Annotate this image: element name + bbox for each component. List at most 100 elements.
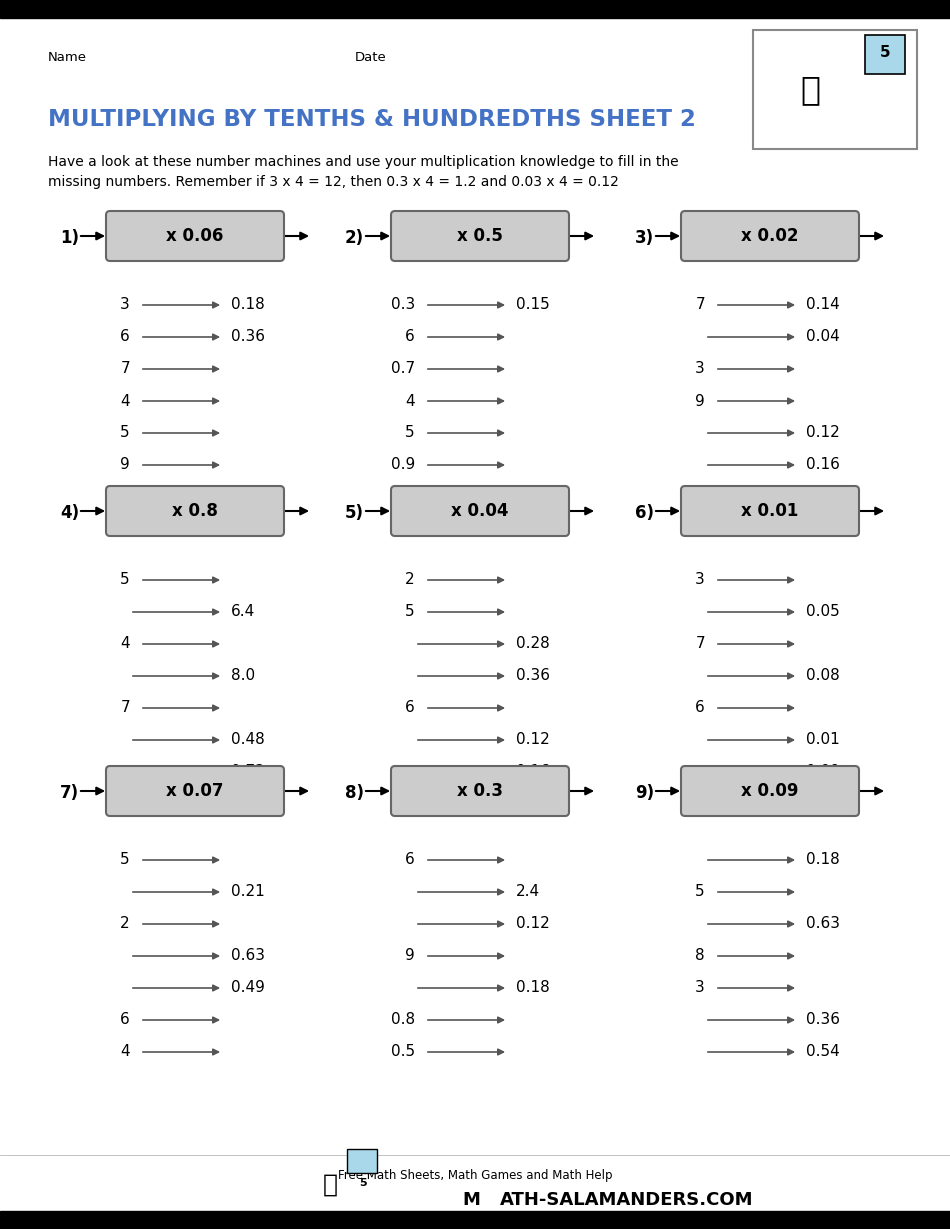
Text: 0.36: 0.36 bbox=[516, 669, 550, 683]
Text: 3: 3 bbox=[121, 297, 130, 312]
Text: 0.36: 0.36 bbox=[806, 1013, 840, 1027]
Text: 5: 5 bbox=[121, 573, 130, 587]
Text: 0.5: 0.5 bbox=[390, 1045, 415, 1059]
Text: 0.63: 0.63 bbox=[231, 949, 265, 964]
Text: 🦒: 🦒 bbox=[800, 73, 820, 106]
Text: 6): 6) bbox=[635, 504, 654, 522]
Bar bbox=[0, 1211, 950, 1229]
Text: 0.15: 0.15 bbox=[516, 297, 550, 312]
Text: 6: 6 bbox=[406, 701, 415, 715]
Text: 0.01: 0.01 bbox=[806, 732, 840, 747]
Text: 0.12: 0.12 bbox=[516, 732, 550, 747]
FancyBboxPatch shape bbox=[391, 211, 569, 261]
Text: 4: 4 bbox=[406, 393, 415, 408]
Text: 0.16: 0.16 bbox=[806, 457, 840, 472]
Text: 5: 5 bbox=[880, 45, 890, 60]
Text: 0.14: 0.14 bbox=[806, 297, 840, 312]
Text: Free Math Sheets, Math Games and Math Help: Free Math Sheets, Math Games and Math He… bbox=[338, 1169, 612, 1181]
Text: 7: 7 bbox=[121, 361, 130, 376]
Text: 2: 2 bbox=[121, 489, 130, 504]
Bar bbox=[0, 0, 950, 18]
Text: 0.3: 0.3 bbox=[390, 297, 415, 312]
Text: 7: 7 bbox=[695, 297, 705, 312]
Text: 9): 9) bbox=[635, 784, 655, 803]
Text: 9: 9 bbox=[695, 393, 705, 408]
Text: 0.21: 0.21 bbox=[231, 885, 265, 900]
Text: 4: 4 bbox=[695, 489, 705, 504]
Text: 2: 2 bbox=[406, 489, 415, 504]
Text: 5: 5 bbox=[406, 605, 415, 619]
Text: x 0.06: x 0.06 bbox=[166, 227, 223, 245]
FancyBboxPatch shape bbox=[681, 211, 859, 261]
Text: 4): 4) bbox=[60, 504, 79, 522]
Text: 0.36: 0.36 bbox=[231, 329, 265, 344]
Text: 0.18: 0.18 bbox=[516, 981, 550, 995]
Text: 4: 4 bbox=[121, 1045, 130, 1059]
FancyBboxPatch shape bbox=[753, 29, 917, 149]
Text: 0.9: 0.9 bbox=[390, 457, 415, 472]
FancyBboxPatch shape bbox=[681, 766, 859, 816]
Text: x 0.8: x 0.8 bbox=[172, 501, 218, 520]
FancyBboxPatch shape bbox=[681, 485, 859, 536]
Text: 0.54: 0.54 bbox=[806, 1045, 840, 1059]
Text: 2): 2) bbox=[345, 229, 364, 247]
Text: 0.49: 0.49 bbox=[231, 981, 265, 995]
Text: 2: 2 bbox=[121, 917, 130, 932]
Text: 5: 5 bbox=[359, 1179, 367, 1188]
Text: 8.0: 8.0 bbox=[231, 669, 256, 683]
FancyBboxPatch shape bbox=[106, 485, 284, 536]
FancyBboxPatch shape bbox=[865, 34, 905, 74]
Text: 3): 3) bbox=[635, 229, 655, 247]
Text: 0.08: 0.08 bbox=[806, 669, 840, 683]
Text: 2.4: 2.4 bbox=[516, 885, 541, 900]
Text: x 0.01: x 0.01 bbox=[741, 501, 799, 520]
Text: 5): 5) bbox=[345, 504, 364, 522]
Text: Have a look at these number machines and use your multiplication knowledge to fi: Have a look at these number machines and… bbox=[48, 155, 678, 170]
Text: missing numbers. Remember if 3 x 4 = 12, then 0.3 x 4 = 1.2 and 0.03 x 4 = 0.12: missing numbers. Remember if 3 x 4 = 12,… bbox=[48, 175, 618, 189]
Text: 5: 5 bbox=[406, 425, 415, 440]
Text: 0.28: 0.28 bbox=[516, 637, 550, 651]
Text: 7: 7 bbox=[695, 637, 705, 651]
Text: 0.18: 0.18 bbox=[231, 297, 265, 312]
Text: 6: 6 bbox=[406, 853, 415, 868]
Text: 0.18: 0.18 bbox=[806, 853, 840, 868]
Text: 4: 4 bbox=[121, 637, 130, 651]
FancyBboxPatch shape bbox=[391, 766, 569, 816]
Text: 3: 3 bbox=[695, 573, 705, 587]
Text: ATH-SALAMANDERS.COM: ATH-SALAMANDERS.COM bbox=[500, 1191, 753, 1209]
Text: 0.16: 0.16 bbox=[516, 764, 550, 779]
Text: 6: 6 bbox=[695, 701, 705, 715]
Text: 8: 8 bbox=[695, 949, 705, 964]
Text: 7): 7) bbox=[60, 784, 79, 803]
Text: x 0.07: x 0.07 bbox=[166, 782, 224, 800]
Text: 9: 9 bbox=[121, 457, 130, 472]
Text: 🦒: 🦒 bbox=[322, 1172, 337, 1197]
Text: 6: 6 bbox=[121, 1013, 130, 1027]
FancyBboxPatch shape bbox=[106, 766, 284, 816]
Text: 0.09: 0.09 bbox=[806, 764, 840, 779]
Text: 6: 6 bbox=[406, 329, 415, 344]
Text: 7: 7 bbox=[121, 701, 130, 715]
Text: 6.4: 6.4 bbox=[231, 605, 256, 619]
Text: 0.04: 0.04 bbox=[806, 329, 840, 344]
Text: 0.05: 0.05 bbox=[806, 605, 840, 619]
Text: x 0.04: x 0.04 bbox=[451, 501, 509, 520]
Text: Name: Name bbox=[48, 52, 87, 64]
Text: 9: 9 bbox=[406, 949, 415, 964]
Text: 0.63: 0.63 bbox=[806, 917, 840, 932]
Text: Date: Date bbox=[355, 52, 387, 64]
Text: 5: 5 bbox=[121, 425, 130, 440]
Text: MULTIPLYING BY TENTHS & HUNDREDTHS SHEET 2: MULTIPLYING BY TENTHS & HUNDREDTHS SHEET… bbox=[48, 108, 695, 132]
Text: 3: 3 bbox=[695, 361, 705, 376]
Text: 0.72: 0.72 bbox=[231, 764, 265, 779]
Text: 5: 5 bbox=[121, 853, 130, 868]
Text: 0.48: 0.48 bbox=[231, 732, 265, 747]
Text: x 0.3: x 0.3 bbox=[457, 782, 503, 800]
Text: 8): 8) bbox=[345, 784, 364, 803]
Text: 0.7: 0.7 bbox=[390, 361, 415, 376]
Text: 0.12: 0.12 bbox=[516, 917, 550, 932]
Text: 6: 6 bbox=[121, 329, 130, 344]
Text: M: M bbox=[462, 1191, 480, 1209]
Text: 2: 2 bbox=[406, 573, 415, 587]
Text: x 0.02: x 0.02 bbox=[741, 227, 799, 245]
